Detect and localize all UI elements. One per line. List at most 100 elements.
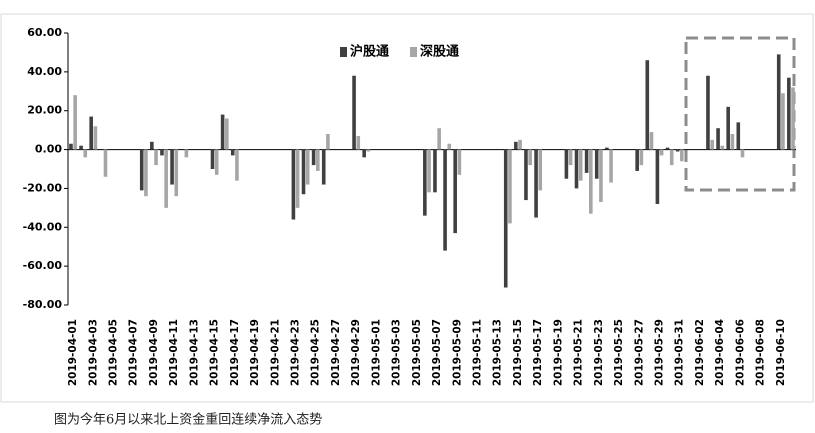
x-tick-label: 2019-04-03: [87, 319, 99, 386]
x-tick-label: 2019-04-19: [249, 319, 261, 386]
x-tick-label: 2019-05-23: [593, 319, 605, 386]
bar: [437, 128, 441, 150]
bar: [736, 122, 741, 150]
bar: [574, 149, 579, 189]
bar: [366, 149, 371, 152]
bar: [73, 95, 77, 150]
y-tick-label: -40.00: [23, 220, 63, 233]
x-tick-label: 2019-04-05: [108, 319, 120, 386]
bar: [362, 149, 366, 158]
legend-label: 深股通: [420, 44, 459, 60]
legend-swatch: [340, 47, 347, 57]
bar: [508, 149, 512, 224]
bar: [680, 149, 684, 162]
bar: [103, 149, 108, 177]
y-tick-label: -80.00: [23, 298, 63, 311]
bar: [457, 149, 462, 175]
bar: [235, 149, 239, 181]
x-tick-label: 2019-06-08: [755, 319, 767, 386]
bar: [675, 149, 680, 152]
x-tick-label: 2019-05-31: [674, 319, 686, 386]
bar: [210, 149, 215, 169]
bar: [514, 141, 518, 150]
x-tick-label: 2019-05-03: [391, 319, 403, 386]
bar: [321, 149, 326, 185]
bar: [706, 75, 710, 150]
y-tick-label: 0.00: [35, 143, 62, 156]
bar: [781, 93, 785, 150]
bar: [154, 149, 158, 166]
bar: [144, 149, 148, 197]
bar: [528, 149, 532, 166]
bar: [538, 149, 543, 191]
bar: [433, 149, 437, 193]
bar: [726, 106, 730, 150]
bar: [659, 149, 664, 156]
x-tick-label: 2019-04-21: [269, 319, 281, 386]
bar: [225, 118, 229, 150]
x-tick-label: 2019-04-17: [229, 319, 241, 386]
bar: [589, 149, 593, 214]
x-tick-label: 2019-05-25: [613, 319, 625, 386]
y-tick-label: -20.00: [23, 181, 63, 194]
bar: [356, 135, 361, 150]
x-tick-label: 2019-05-19: [552, 319, 564, 386]
bar: [220, 114, 225, 150]
x-tick-label: 2019-06-02: [694, 319, 706, 386]
bar: [291, 149, 296, 220]
x-tick-label: 2019-05-09: [451, 319, 463, 386]
bar: [301, 149, 306, 195]
x-tick-label: 2019-04-27: [330, 319, 342, 386]
bar: [326, 134, 330, 150]
bar: [295, 149, 300, 208]
bar: [89, 116, 93, 150]
bar: [443, 149, 447, 251]
bar: [740, 149, 745, 158]
bar: [83, 149, 88, 158]
y-tick-label: 60.00: [27, 26, 62, 39]
bar: [184, 149, 189, 158]
bar: [518, 139, 522, 150]
legend-label: 沪股通: [350, 44, 389, 60]
x-tick-label: 2019-04-11: [168, 319, 180, 386]
bar: [787, 77, 791, 150]
x-tick-label: 2019-06-06: [734, 319, 746, 386]
y-tick-label: 40.00: [27, 65, 62, 78]
bar: [599, 149, 603, 203]
bar: [352, 75, 356, 150]
x-tick-label: 2019-04-25: [310, 319, 322, 386]
x-tick-label: 2019-04-09: [148, 319, 160, 386]
legend-swatch: [410, 47, 417, 57]
x-tick-label: 2019-04-13: [188, 319, 200, 386]
bar: [69, 143, 73, 150]
x-tick-label: 2019-05-05: [411, 319, 423, 386]
bar: [578, 149, 583, 181]
caption: 图为今年6月以来北上资金重回连续净流入态势: [54, 412, 322, 428]
x-tick-label: 2019-05-21: [573, 319, 585, 386]
bar: [669, 149, 674, 166]
bar: [730, 134, 735, 150]
bar: [503, 149, 508, 288]
bar: [93, 126, 98, 150]
bar: [564, 149, 569, 179]
bar: [568, 149, 573, 166]
chart-frame: [0, 13, 814, 403]
x-tick-label: 2019-04-15: [209, 319, 221, 386]
x-tick-label: 2019-04-29: [350, 319, 362, 386]
x-tick-label: 2019-06-10: [775, 319, 787, 386]
x-tick-label: 2019-05-29: [654, 319, 666, 386]
x-tick-label: 2019-05-27: [633, 319, 645, 386]
bar: [160, 149, 164, 156]
bar: [230, 149, 235, 156]
bar: [791, 87, 795, 150]
bar: [645, 60, 650, 150]
bar: [534, 149, 538, 218]
bar: [605, 147, 609, 150]
bar: [316, 149, 320, 171]
bar: [710, 139, 714, 150]
bar: [584, 149, 589, 173]
bar: [720, 145, 725, 150]
bar: [639, 149, 644, 166]
bar: [524, 149, 528, 201]
